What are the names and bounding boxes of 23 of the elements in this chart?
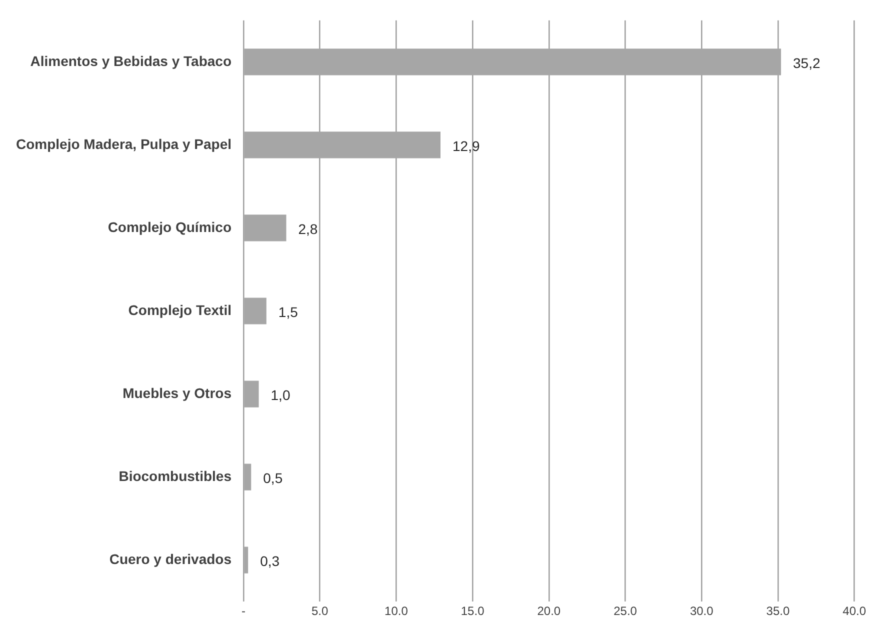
x-tick-label: 5.0 — [312, 604, 329, 618]
y-tick-label: Complejo Madera, Pulpa y Papel — [16, 136, 232, 152]
x-tick-label: 40.0 — [842, 604, 866, 618]
y-tick-label: Biocombustibles — [118, 468, 232, 484]
x-tick-label: 30.0 — [690, 604, 714, 618]
x-tick-label: 25.0 — [614, 604, 638, 618]
y-tick-label: Muebles y Otros — [122, 384, 232, 401]
x-tick-label: 20.0 — [537, 604, 561, 618]
data-label: 1,0 — [270, 386, 290, 403]
x-tick-label: 10.0 — [384, 604, 408, 618]
data-label: 12,9 — [452, 138, 480, 154]
data-label: 1,5 — [278, 304, 298, 320]
y-tick-label: Complejo Químico — [108, 218, 232, 235]
y-tick-label: Cuero y derivados — [109, 550, 232, 567]
data-label: 2,8 — [298, 220, 318, 237]
y-tick-label: Alimentos y Bebidas y Tabaco — [30, 52, 232, 69]
x-tick-label: 35.0 — [766, 604, 790, 618]
x-tick-label: 15.0 — [460, 604, 485, 618]
data-label: 0,5 — [263, 470, 283, 486]
x-tick-label: - — [242, 604, 246, 618]
data-label: 0,3 — [260, 552, 280, 569]
y-tick-label: Complejo Textil — [128, 302, 232, 318]
data-label: 35,2 — [793, 54, 820, 71]
